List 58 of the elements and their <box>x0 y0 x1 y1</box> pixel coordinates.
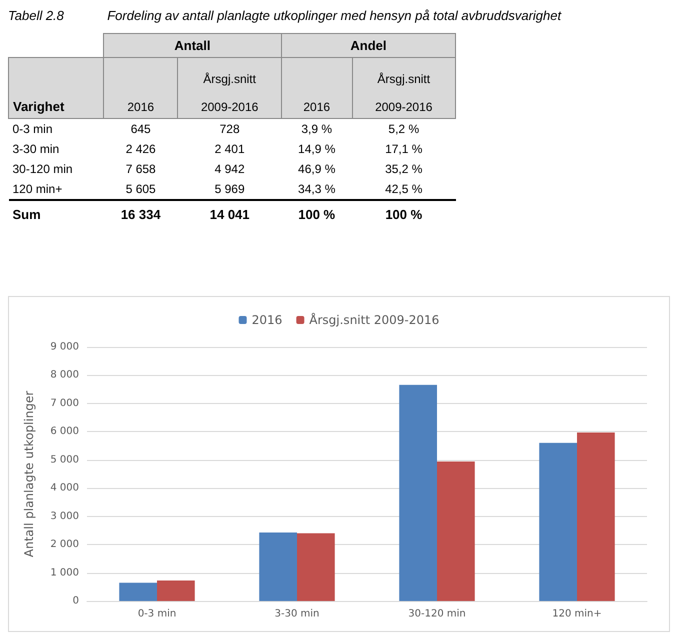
legend-label: 2016 <box>252 313 282 327</box>
y-axis-title: Antall planlagte utkoplinger <box>22 390 36 558</box>
y-tick-label: 5 000 <box>50 454 79 466</box>
text: 14,9 % <box>298 142 336 156</box>
text: Antall <box>104 34 282 58</box>
y-tick-label: 0 <box>72 596 79 606</box>
text: 42,5 % <box>385 182 422 196</box>
x-tick-label: 0-3 min <box>138 608 176 620</box>
y-tick-label: 4 000 <box>50 482 79 494</box>
category-label: Sum <box>12 207 41 222</box>
bar <box>259 532 297 601</box>
category-label: 3-30 min <box>12 142 60 156</box>
text: 5 969 <box>214 182 245 196</box>
category-label: 2016 <box>126 100 156 114</box>
y-tick-label: 6 000 <box>50 426 79 438</box>
text: 645 <box>130 122 151 136</box>
category-label: 120 min+ <box>12 182 62 196</box>
text: 4 942 <box>214 162 245 176</box>
legend-label: Årsgj.snitt 2009-2016 <box>309 312 440 327</box>
y-tick-label: 2 000 <box>50 539 79 550</box>
text: 728 <box>220 122 240 136</box>
x-tick-label: 3-30 min <box>274 608 320 620</box>
bar <box>157 580 195 601</box>
text: Tabell 2.8 Fordeling av antall planlagte utkoplinger med hensyn på total avbruddsvarighet <box>8 8 562 23</box>
text: 2 401 <box>214 142 245 156</box>
y-tick-label: 9 000 <box>50 342 79 352</box>
category-label: 0-3 min <box>12 122 53 136</box>
category-label: 30-120 min <box>12 162 73 176</box>
text: 17,1 % <box>385 142 422 156</box>
bar <box>297 533 335 601</box>
y-tick-label: 8 000 <box>50 370 79 381</box>
text: 100 % <box>298 207 336 222</box>
bar <box>399 384 437 601</box>
x-tick-label: 30-120 min <box>408 608 466 620</box>
text: 35,2 % <box>385 162 422 176</box>
text: 2 426 <box>126 142 156 156</box>
text: 3,9 % <box>301 122 332 136</box>
bar <box>119 582 157 601</box>
text: 14 041 <box>210 207 250 222</box>
text: 34,3 % <box>298 182 336 196</box>
x-tick-label: 120 min+ <box>552 608 602 620</box>
text: Andel <box>281 34 456 58</box>
y-tick-label: 3 000 <box>50 510 79 522</box>
category-label: Årsgj.snitt 2009-2016 <box>374 72 434 114</box>
category-label: Årsgj.snitt 2009-2016 <box>200 72 260 114</box>
text: 46,9 % <box>298 162 336 176</box>
text: 16 334 <box>120 207 161 222</box>
text: 7 658 <box>126 162 156 176</box>
text: 5,2 % <box>388 122 420 136</box>
y-tick-label: 1 000 <box>50 567 79 578</box>
text: Varighet <box>8 58 104 118</box>
text: 5 605 <box>126 182 156 196</box>
bar <box>437 462 475 601</box>
bar <box>577 432 615 601</box>
text: 100 % <box>385 207 422 222</box>
category-label: 2016 <box>302 100 332 114</box>
bar <box>539 442 577 601</box>
y-tick-label: 7 000 <box>50 398 79 409</box>
